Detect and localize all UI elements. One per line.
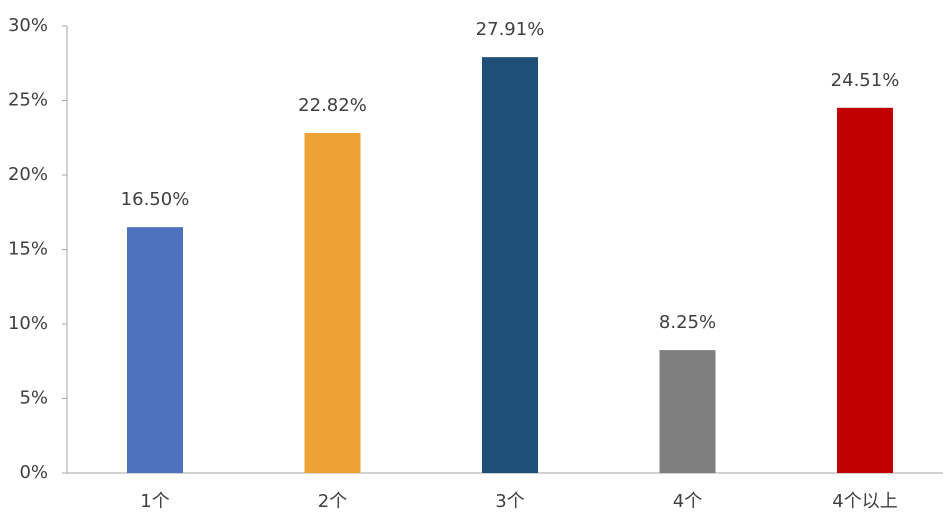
data-label: 22.82% [298, 95, 367, 116]
x-tick-label: 4个 [673, 491, 702, 512]
y-tick-label: 5% [19, 388, 48, 409]
x-tick-label: 2个 [318, 491, 347, 512]
data-label: 27.91% [476, 19, 545, 40]
data-label: 8.25% [659, 312, 716, 333]
y-tick-label: 20% [8, 164, 48, 185]
bar [127, 227, 183, 473]
y-tick-label: 15% [8, 239, 48, 260]
data-label: 16.50% [121, 189, 190, 210]
bar [304, 132, 361, 473]
data-label: 24.51% [831, 70, 900, 91]
y-tick-label: 10% [8, 313, 48, 334]
x-tick-label: 1个 [140, 491, 169, 512]
y-tick-label: 30% [8, 15, 48, 36]
x-tick-label: 4个以上 [832, 491, 897, 512]
bar [837, 107, 893, 474]
y-tick-label: 25% [8, 90, 48, 111]
x-tick-label: 3个 [495, 491, 524, 512]
bar [482, 57, 538, 474]
bar [659, 350, 716, 473]
y-tick-label: 0% [19, 462, 48, 483]
